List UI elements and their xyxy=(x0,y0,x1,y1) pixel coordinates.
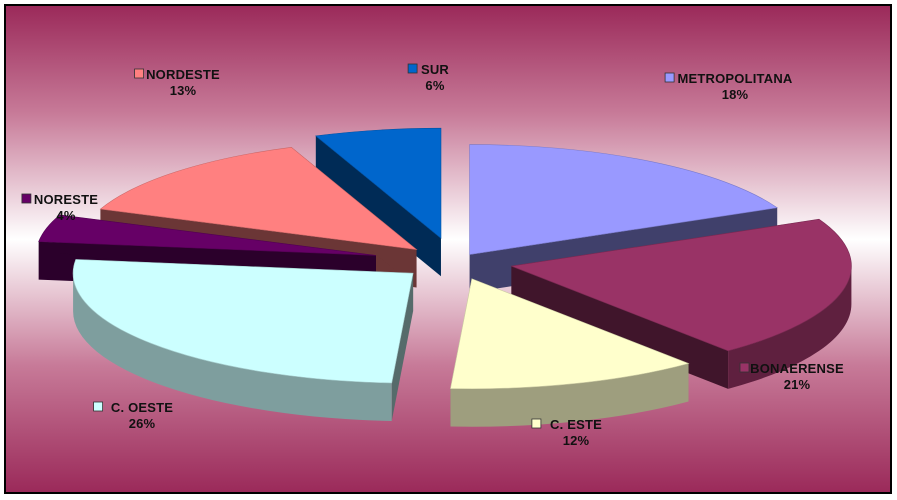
slice-top-face xyxy=(510,218,852,352)
slice-c-oeste xyxy=(72,259,414,422)
legend-marker xyxy=(531,418,542,429)
category-label: SUR xyxy=(421,62,449,77)
legend-marker xyxy=(93,401,103,412)
category-label: NORDESTE xyxy=(146,67,220,82)
legend-marker xyxy=(739,362,750,373)
percent-label: 12% xyxy=(563,433,590,448)
slice-outer-wall xyxy=(73,273,392,422)
slice-top-face xyxy=(99,146,418,250)
category-label: C. ESTE xyxy=(550,417,602,432)
slice-top-face xyxy=(315,127,442,239)
percent-label: 26% xyxy=(129,416,156,431)
category-label: METROPOLITANA xyxy=(677,71,792,86)
percent-label: 4% xyxy=(56,208,75,223)
percent-label: 18% xyxy=(722,87,749,102)
category-label: BONAERENSE xyxy=(750,361,844,376)
legend-marker xyxy=(664,72,675,83)
legend-marker xyxy=(407,63,418,74)
legend-marker xyxy=(21,193,32,204)
slice-top-face xyxy=(38,214,377,256)
slice-top-face xyxy=(450,278,690,390)
slice-side-face xyxy=(315,135,441,277)
percent-label: 6% xyxy=(425,78,444,93)
slice-outer-wall xyxy=(450,363,689,427)
percent-label: 13% xyxy=(170,83,197,98)
legend-marker xyxy=(134,68,145,79)
slice-top-face xyxy=(469,144,779,255)
slice-sur xyxy=(315,127,442,277)
percent-label: 21% xyxy=(784,377,811,392)
slice-c-este xyxy=(450,278,690,427)
category-label: NORESTE xyxy=(34,192,98,207)
slice-outer-wall xyxy=(728,266,852,389)
slice-top-face xyxy=(72,259,414,384)
category-label: C. OESTE xyxy=(111,400,173,415)
